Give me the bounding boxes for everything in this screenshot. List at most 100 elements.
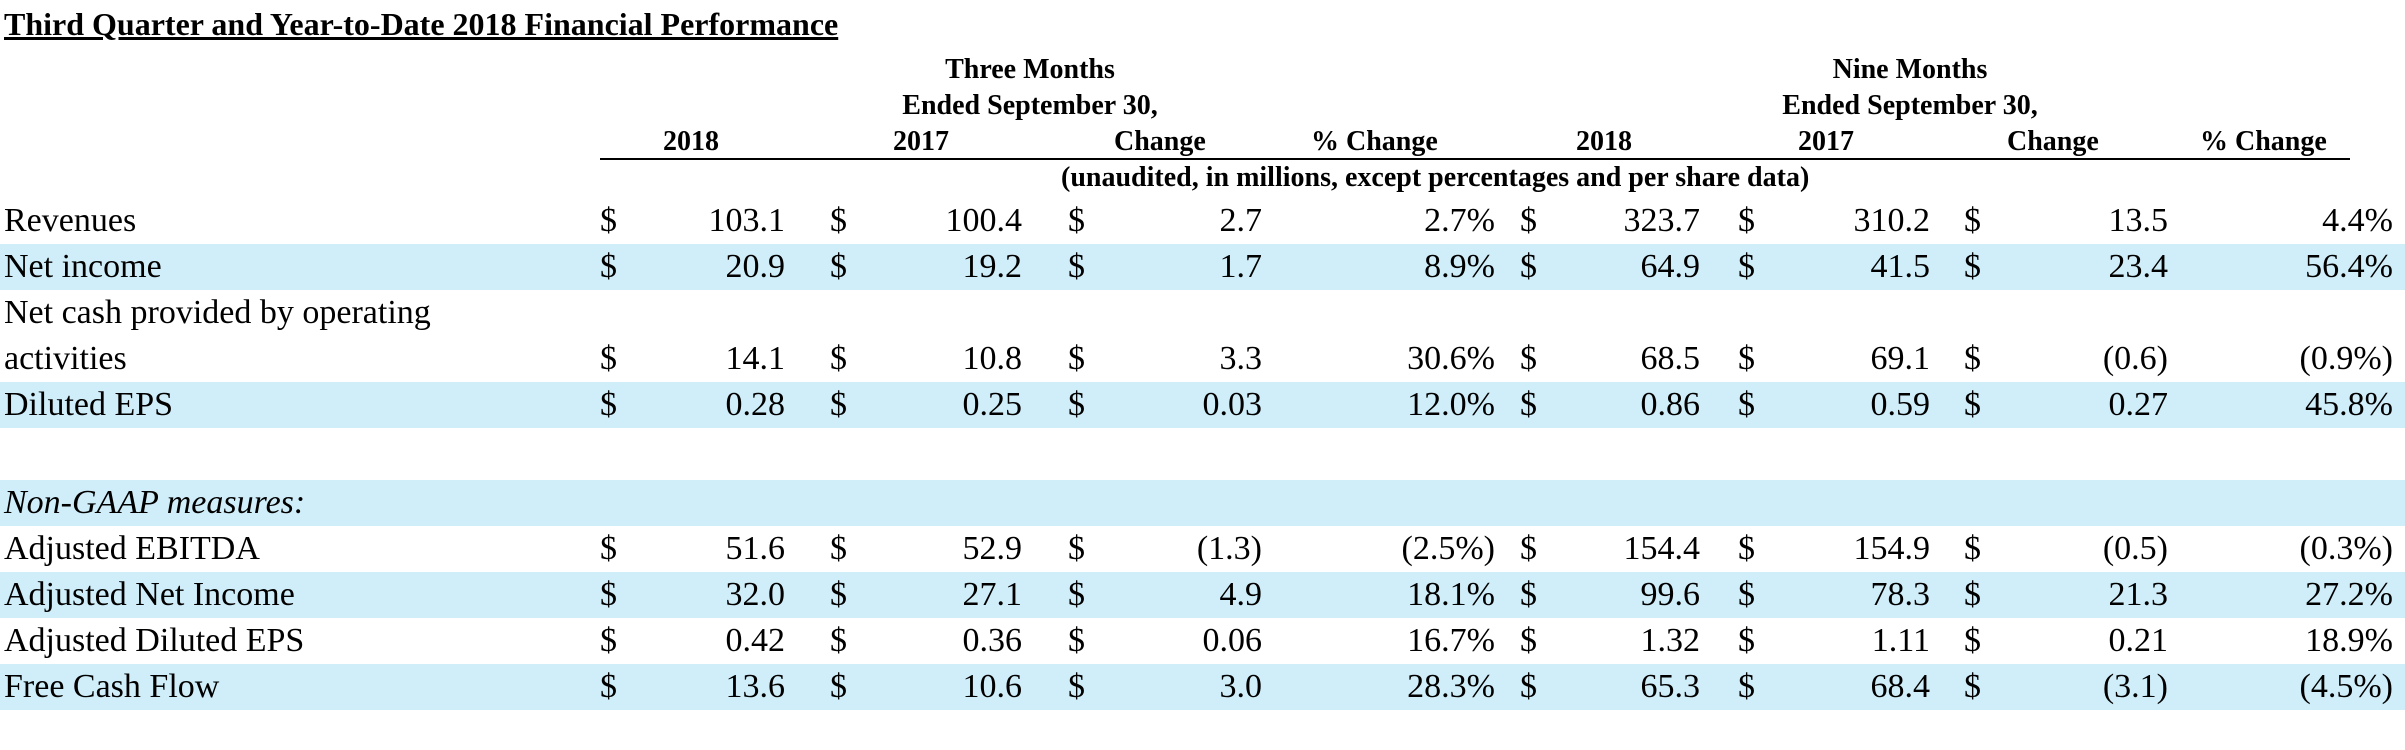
non-gaap-label: Non-GAAP measures:: [4, 484, 306, 521]
value-cell: (1.3): [1196, 530, 1262, 567]
value-cell: 19.2: [962, 248, 1023, 285]
currency-symbol: $: [1964, 386, 1981, 423]
value-cell: 69.1: [1870, 340, 1931, 377]
value-cell: 20.9: [725, 248, 786, 285]
value-cell: 56.4%: [2305, 248, 2393, 285]
header-rule: [600, 158, 2350, 160]
value-cell: 18.1%: [1407, 576, 1495, 613]
currency-symbol: $: [1520, 340, 1537, 377]
currency-symbol: $: [1964, 248, 1981, 285]
currency-symbol: $: [1964, 530, 1981, 567]
value-cell: 41.5: [1870, 248, 1931, 285]
currency-symbol: $: [1068, 386, 1085, 423]
currency-symbol: $: [1068, 530, 1085, 567]
currency-symbol: $: [1520, 622, 1537, 659]
nine-months-line1: Nine Months: [1832, 54, 1988, 85]
currency-symbol: $: [1068, 668, 1085, 705]
currency-symbol: $: [1520, 576, 1537, 613]
table-row: Diluted EPS $0.28 $0.25 $0.03 12.0% $0.86 $0.5…: [0, 382, 2405, 428]
currency-symbol: $: [1068, 576, 1085, 613]
value-cell: 0.42: [725, 622, 786, 659]
value-cell: 4.4%: [2322, 202, 2393, 239]
currency-symbol: $: [600, 248, 617, 285]
value-cell: (0.9%): [2299, 340, 2393, 377]
row-label: Net income: [4, 248, 162, 285]
currency-symbol: $: [1068, 248, 1085, 285]
value-cell: 16.7%: [1407, 622, 1495, 659]
value-cell: 10.6: [962, 668, 1023, 705]
value-cell: 64.9: [1640, 248, 1701, 285]
currency-symbol: $: [600, 202, 617, 239]
currency-symbol: $: [1520, 386, 1537, 423]
value-cell: 27.1: [962, 576, 1023, 613]
value-cell: 0.03: [1202, 386, 1263, 423]
value-cell: 78.3: [1870, 576, 1931, 613]
currency-symbol: $: [1738, 248, 1755, 285]
value-cell: 2.7: [1219, 202, 1263, 239]
report-title: Third Quarter and Year-to-Date 2018 Fina…: [4, 6, 839, 42]
currency-symbol: $: [600, 530, 617, 567]
value-cell: 14.1: [725, 340, 786, 377]
value-cell: 0.27: [2108, 386, 2169, 423]
value-cell: (0.3%): [2299, 530, 2393, 567]
currency-symbol: $: [1068, 340, 1085, 377]
value-cell: 99.6: [1640, 576, 1701, 613]
currency-symbol: $: [1068, 202, 1085, 239]
col-header-q-pct-change: % Change: [1311, 126, 1438, 157]
row-label: Adjusted Net Income: [4, 576, 295, 613]
table-row: Free Cash Flow $13.6 $10.6 $3.0 28.3% $65.3 $6…: [0, 664, 2405, 710]
currency-symbol: $: [830, 340, 847, 377]
row-label: Free Cash Flow: [4, 668, 220, 705]
nine-months-line2: Ended September 30,: [1782, 90, 2038, 121]
value-cell: 65.3: [1640, 668, 1701, 705]
value-cell: 28.3%: [1407, 668, 1495, 705]
table-row: Net cash provided by operating activitie…: [0, 290, 2405, 382]
currency-symbol: $: [830, 668, 847, 705]
value-cell: (0.6): [2102, 340, 2168, 377]
currency-symbol: $: [1520, 248, 1537, 285]
table-row: Adjusted Diluted EPS $0.42 $0.36 $0.06 16.7%…: [0, 618, 2405, 664]
currency-symbol: $: [1738, 668, 1755, 705]
currency-symbol: $: [1738, 622, 1755, 659]
col-header-q-2017: 2017: [893, 126, 949, 157]
value-cell: 3.3: [1219, 340, 1263, 377]
currency-symbol: $: [1738, 530, 1755, 567]
value-cell: 32.0: [725, 576, 786, 613]
col-header-ytd-change: Change: [2007, 126, 2099, 157]
value-cell: 45.8%: [2305, 386, 2393, 423]
value-cell: 0.86: [1640, 386, 1701, 423]
value-cell: 1.32: [1640, 622, 1701, 659]
currency-symbol: $: [830, 530, 847, 567]
value-cell: 30.6%: [1407, 340, 1495, 377]
row-label: Adjusted EBITDA: [4, 530, 260, 567]
row-label: Adjusted Diluted EPS: [4, 622, 305, 659]
value-cell: 51.6: [725, 530, 786, 567]
value-cell: 68.5: [1640, 340, 1701, 377]
table-row: Net income $20.9 $19.2 $1.7 8.9% $64.9 $41.5 $2…: [0, 244, 2405, 290]
currency-symbol: $: [1964, 340, 1981, 377]
value-cell: 0.21: [2108, 622, 2169, 659]
currency-symbol: $: [600, 340, 617, 377]
value-cell: 0.06: [1202, 622, 1263, 659]
value-cell: 310.2: [1853, 202, 1931, 239]
currency-symbol: $: [1520, 530, 1537, 567]
value-cell: 10.8: [962, 340, 1023, 377]
value-cell: (4.5%): [2299, 668, 2393, 705]
currency-symbol: $: [1520, 668, 1537, 705]
currency-symbol: $: [1738, 576, 1755, 613]
value-cell: 100.4: [945, 202, 1023, 239]
currency-symbol: $: [600, 576, 617, 613]
currency-symbol: $: [1964, 202, 1981, 239]
currency-symbol: $: [1738, 202, 1755, 239]
col-header-ytd-2018: 2018: [1576, 126, 1632, 157]
col-header-ytd-pct-change: % Change: [2200, 126, 2327, 157]
table-row: Adjusted EBITDA $51.6 $52.9 $ (1.3) (2.5%) $15…: [0, 526, 2405, 572]
value-cell: 68.4: [1870, 668, 1931, 705]
value-cell: 12.0%: [1407, 386, 1495, 423]
table-row: Adjusted Net Income $32.0 $27.1 $4.9 18.1% $9…: [0, 572, 2405, 618]
value-cell: 52.9: [962, 530, 1023, 567]
col-header-ytd-2017: 2017: [1798, 126, 1854, 157]
value-cell: 0.59: [1870, 386, 1931, 423]
three-months-heading: Three Months Ended September 30,: [860, 52, 1200, 124]
value-cell: 18.9%: [2305, 622, 2393, 659]
